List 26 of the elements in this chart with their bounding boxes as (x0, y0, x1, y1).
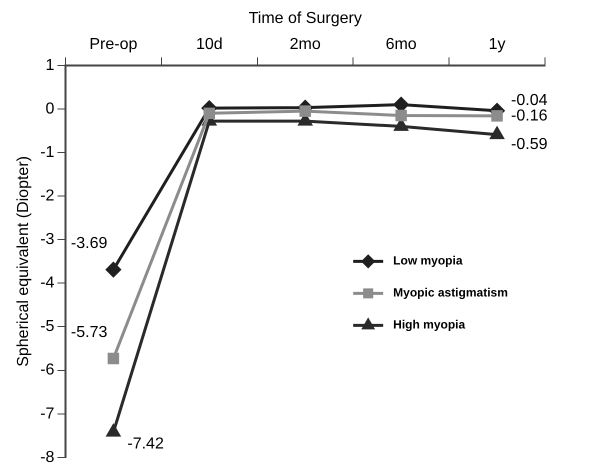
data-label: -0.59 (511, 136, 548, 154)
x-tick-label: 2mo (290, 36, 321, 54)
y-tick-label: -6 (40, 362, 55, 379)
data-label: -0.16 (511, 107, 548, 124)
data-label: -3.69 (70, 235, 108, 252)
legend-label: Myopic astigmatism (393, 286, 508, 300)
y-tick-label: -5 (40, 318, 55, 336)
data-label: -7.42 (127, 436, 164, 453)
data-label: -5.73 (70, 324, 108, 341)
x-axis-title: Time of Surgery (248, 10, 362, 28)
legend-label: Low myopia (393, 254, 463, 268)
y-tick-label: 0 (46, 100, 55, 118)
data-label: -0.04 (511, 92, 548, 110)
y-tick-label: -8 (40, 448, 55, 466)
x-tick-label: 1y (488, 36, 506, 54)
y-tick-label: -4 (40, 274, 55, 292)
y-tick-label: 1 (46, 56, 55, 74)
y-axis-title: Spherical equivalent (Diopter) (15, 156, 32, 367)
y-tick-label: -2 (40, 187, 55, 204)
x-tick-label: 10d (196, 36, 223, 54)
legend-label: High myopia (393, 318, 466, 332)
y-tick-label: -3 (40, 231, 55, 248)
x-tick-label: Pre-op (89, 36, 138, 54)
x-tick-label: 6mo (386, 36, 417, 54)
y-tick-label: -1 (40, 144, 55, 161)
y-tick-label: -7 (40, 405, 55, 422)
